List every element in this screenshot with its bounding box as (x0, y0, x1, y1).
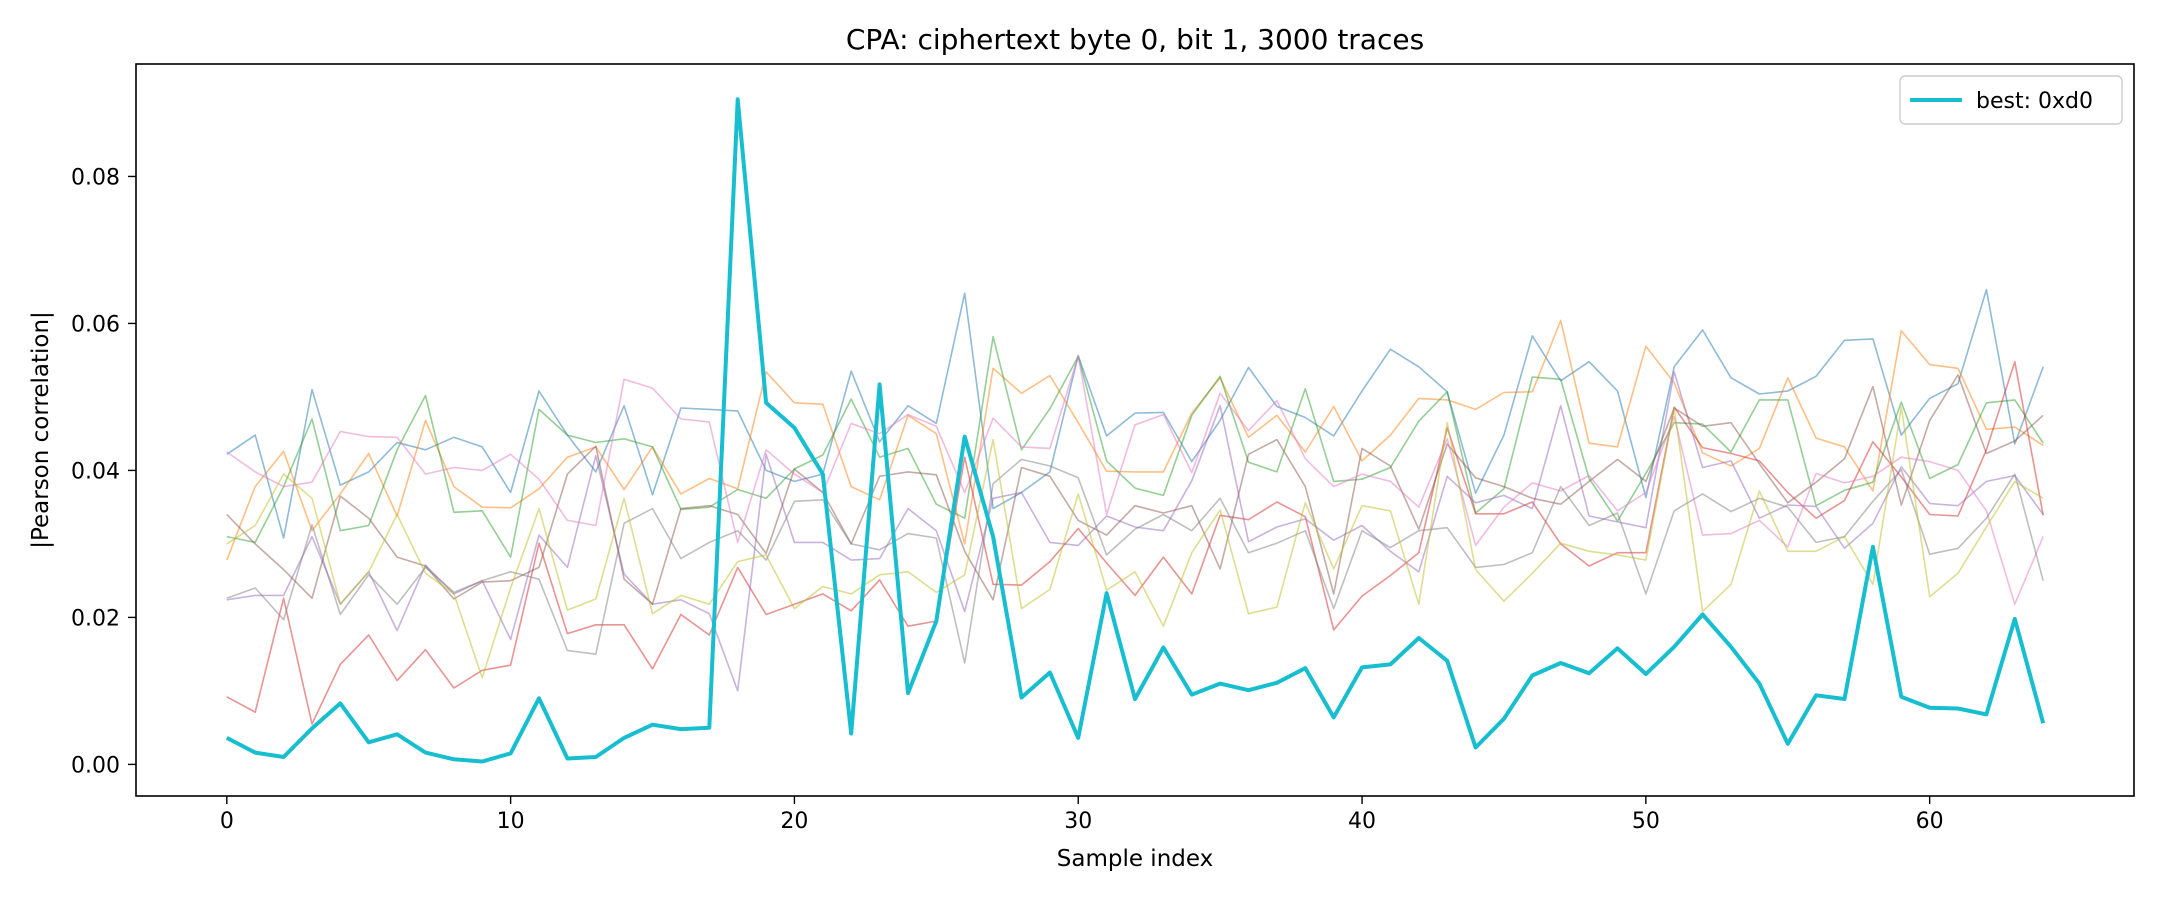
legend-entry-best: best: 0xd0 (1976, 89, 2093, 114)
background-series-line (226, 319, 2044, 561)
background-series-group (226, 288, 2044, 725)
x-tick-label: 30 (1064, 809, 1092, 834)
x-tick-label: 0 (220, 809, 234, 834)
background-series-line (226, 371, 2044, 692)
legend-box (1899, 75, 2123, 125)
background-series-line (226, 406, 2044, 679)
plot-area-frame (135, 63, 2135, 797)
x-tick-label: 60 (1916, 809, 1944, 834)
background-series-line (226, 374, 2044, 606)
y-tick-label: 0.02 (71, 606, 120, 631)
x-tick-label: 40 (1348, 809, 1376, 834)
y-axis: 0.00 0.02 0.04 0.06 0.08 (71, 165, 136, 778)
background-series-line (226, 458, 2044, 664)
chart-title: CPA: ciphertext byte 0, bit 1, 3000 trac… (846, 23, 1424, 56)
background-series-line (226, 288, 2044, 539)
y-tick-label: 0.06 (71, 312, 120, 337)
y-tick-label: 0.00 (71, 753, 120, 778)
y-tick-label: 0.04 (71, 459, 120, 484)
x-tick-label: 10 (497, 809, 525, 834)
background-series-line (226, 354, 2044, 606)
x-tick-label: 20 (780, 809, 808, 834)
legend: best: 0xd0 (1899, 75, 2123, 125)
y-tick-label: 0.08 (71, 165, 120, 190)
y-axis-label: |Pearson correlation| (28, 311, 54, 549)
x-axis: 0 10 20 30 40 50 60 (220, 796, 1944, 834)
best-series-group (225, 97, 2046, 764)
best-series-line (225, 97, 2046, 764)
background-series-line (226, 360, 2044, 725)
x-tick-label: 50 (1632, 809, 1660, 834)
background-series-line (226, 335, 2044, 558)
x-axis-label: Sample index (1057, 846, 1213, 872)
